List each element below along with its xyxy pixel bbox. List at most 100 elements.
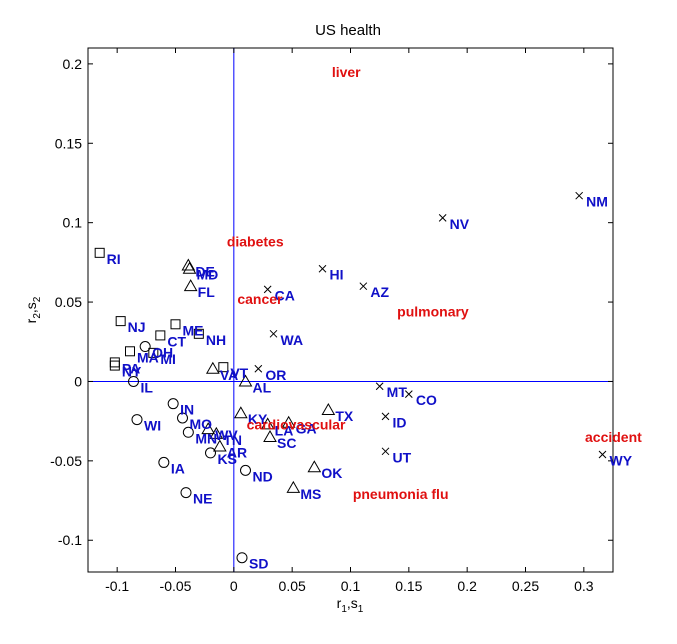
marker-ri [94, 247, 105, 258]
state-label-or: OR [265, 367, 286, 383]
state-label-ks: KS [218, 451, 237, 467]
cause-labels: liver diabetes cancer pulmonary cardiovascul… [227, 64, 642, 502]
marker-ia [158, 456, 170, 468]
marker-wa [269, 329, 278, 338]
x-axis-label: r1,s1 [337, 595, 364, 615]
y-tick-label: -0.1 [58, 532, 82, 548]
state-label-ok: OK [321, 465, 342, 481]
marker-fl [183, 279, 198, 292]
state-label-al: AL [253, 379, 272, 395]
cause-label-pulmonary: pulmonary [397, 304, 469, 320]
state-label-pa: PA [122, 360, 140, 376]
state-label-ut: UT [393, 449, 412, 465]
x-axis-label-sub1: 1 [341, 604, 347, 615]
state-label-ma: MA [137, 349, 159, 365]
y-tick-label: 0.05 [55, 294, 82, 310]
marker-tx [321, 403, 336, 416]
y-axis-label-sub2: 2 [32, 296, 43, 302]
marker-nm [575, 191, 584, 200]
state-label-nj: NJ [128, 319, 146, 335]
state-label-ga: GA [296, 421, 317, 437]
state-label-va: VA [220, 367, 238, 383]
y-axis-label-sub1: 2 [32, 313, 43, 319]
state-label-nv: NV [450, 216, 470, 232]
y-tick-label: 0.1 [63, 215, 83, 231]
x-tick-label: 0.15 [395, 578, 422, 594]
marker-nh [193, 328, 204, 339]
marker-md [182, 261, 197, 274]
state-label-in: IN [180, 402, 194, 418]
y-axis-label-sep: ,s [23, 302, 39, 313]
y-axis-label-main: r [23, 318, 39, 323]
marker-va [205, 361, 220, 374]
marker-co [404, 390, 413, 399]
marker-ky [233, 406, 248, 419]
state-label-il: IL [141, 379, 154, 395]
marker-wy [598, 450, 607, 459]
y-tick-label: 0.2 [63, 56, 83, 72]
marker-il [128, 375, 139, 387]
marker-az [359, 282, 368, 291]
y-tick-label: 0.15 [55, 135, 82, 151]
state-label-la: LA [275, 422, 294, 438]
state-label-oh: OH [152, 345, 173, 361]
x-tick-label: 0.2 [457, 578, 477, 594]
cause-label-liver: liver [332, 64, 361, 80]
marker-mt [375, 382, 384, 391]
state-label-sd: SD [249, 556, 268, 572]
state-label-vt: VT [230, 365, 248, 381]
state-label-co: CO [416, 392, 437, 408]
marker-hi [318, 264, 327, 273]
x-axis-label-main: r [337, 595, 342, 611]
x-axis-label-sep: ,s [347, 595, 358, 611]
state-label-wy: WY [610, 452, 633, 468]
marker-vt [218, 362, 229, 373]
state-label-ne: NE [193, 491, 212, 507]
marker-ma [125, 346, 135, 357]
x-tick-label: 0.25 [512, 578, 539, 594]
marker-mn [182, 426, 194, 438]
cause-label-cardiovascular: cardiovascular [247, 416, 346, 432]
marker-sd [236, 552, 248, 564]
marker-wv [201, 422, 216, 435]
reference-lines [88, 48, 613, 572]
marker-ca [263, 285, 272, 294]
marker-ks [205, 447, 216, 459]
x-tick-label: 0.3 [574, 578, 594, 594]
y-tick-label: -0.05 [50, 453, 82, 469]
cause-label-pneumonia-flu: pneumonia flu [353, 486, 449, 502]
cause-label-diabetes: diabetes [227, 234, 284, 250]
state-label-de: DE [195, 264, 214, 280]
marker-la [260, 417, 275, 430]
state-label-ct: CT [167, 333, 186, 349]
marker-ms [286, 480, 301, 493]
marker-nv [438, 214, 447, 222]
state-label-nd: ND [253, 468, 273, 484]
marker-ne [180, 487, 192, 499]
state-label-mi: MI [160, 351, 176, 367]
marker-ar [212, 439, 227, 452]
cause-label-cancer: cancer [237, 291, 283, 307]
state-label-mt: MT [387, 384, 408, 400]
axis-ticks: -0.1 -0.05 0 0.05 0.1 0.15 0.2 0.25 0.3 -0.1 -0.05… [50, 48, 613, 594]
marker-oh [139, 341, 151, 353]
state-label-mn: MN [195, 430, 217, 446]
state-label-nm: NM [586, 194, 608, 210]
state-label-ia: IA [171, 460, 185, 476]
state-label-ky: KY [248, 411, 268, 427]
cause-label-accident: accident [585, 429, 642, 445]
state-label-ar: AR [227, 445, 247, 461]
x-tick-label: -0.05 [160, 578, 192, 594]
marker-sc [263, 430, 277, 443]
marker-id [381, 412, 390, 421]
marker-ut [381, 447, 390, 456]
state-label-ny: NY [122, 364, 142, 380]
state-label-ca: CA [275, 287, 295, 303]
marker-or [254, 364, 263, 373]
x-tick-label: 0.1 [341, 578, 361, 594]
state-label-ri: RI [107, 251, 121, 267]
marker-tn [209, 426, 224, 439]
state-label-wa: WA [281, 332, 304, 348]
x-tick-label: 0 [230, 578, 238, 594]
